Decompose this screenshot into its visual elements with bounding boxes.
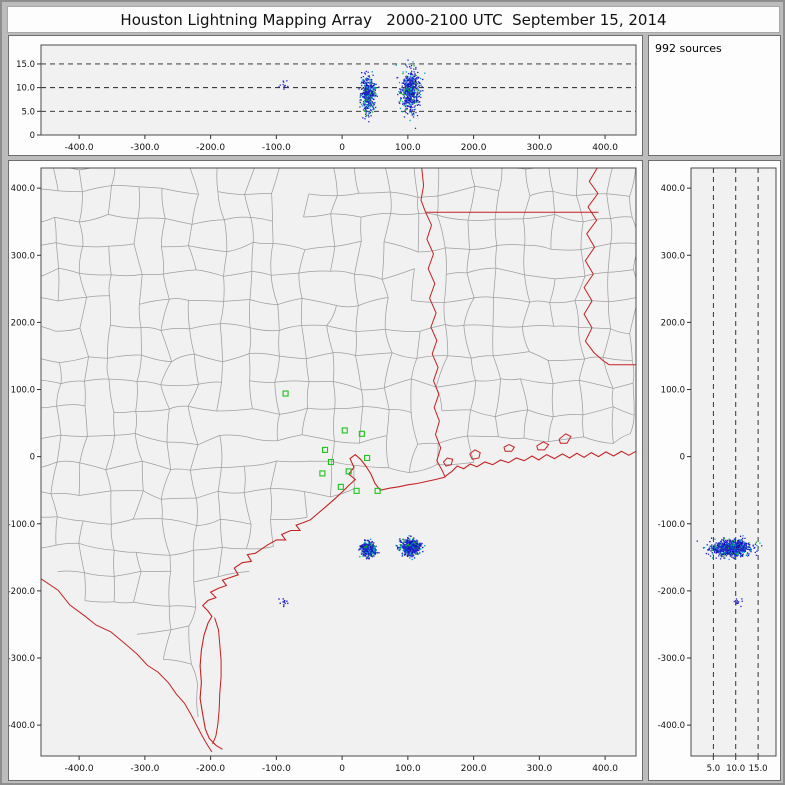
svg-text:-100.0: -100.0: [262, 143, 291, 153]
svg-text:200.0: 200.0: [461, 764, 487, 774]
svg-text:100.0: 100.0: [395, 764, 421, 774]
page-title: Houston Lightning Mapping Array 2000-210…: [120, 10, 667, 29]
svg-text:0: 0: [30, 131, 35, 141]
svg-text:400.0: 400.0: [592, 143, 618, 153]
svg-text:200.0: 200.0: [11, 318, 35, 328]
svg-text:-400.0: -400.0: [658, 721, 685, 731]
svg-text:-300.0: -300.0: [9, 654, 35, 664]
svg-text:-200.0: -200.0: [196, 764, 225, 774]
svg-text:5.0: 5.0: [707, 764, 721, 774]
svg-text:5.0: 5.0: [21, 107, 35, 117]
svg-text:-200.0: -200.0: [196, 143, 225, 153]
svg-text:10.0: 10.0: [726, 764, 745, 774]
svg-text:15.0: 15.0: [749, 764, 768, 774]
svg-text:400.0: 400.0: [11, 184, 35, 194]
svg-text:-100.0: -100.0: [9, 520, 35, 530]
altitude-eastwest-chart: -400.0 -300.0 -200.0 -100.0 0 100.0 200.0 300.0…: [16, 44, 637, 153]
svg-text:-400.0: -400.0: [9, 721, 35, 731]
svg-text:100.0: 100.0: [11, 386, 35, 396]
panel-altitude-eastwest: -400.0 -300.0 -200.0 -100.0 0 100.0 200.0 300.0…: [8, 35, 643, 156]
svg-text:200.0: 200.0: [661, 318, 685, 328]
plan-view-map: -400.0 -300.0 -200.0 -100.0 0 100.0 200.0 300.0…: [9, 167, 637, 774]
svg-text:-100.0: -100.0: [658, 520, 685, 530]
svg-text:0: 0: [680, 453, 685, 463]
svg-text:10.0: 10.0: [16, 84, 35, 94]
svg-text:300.0: 300.0: [526, 143, 552, 153]
svg-text:100.0: 100.0: [395, 143, 421, 153]
svg-text:-400.0: -400.0: [65, 764, 94, 774]
svg-text:-300.0: -300.0: [130, 143, 159, 153]
svg-text:0: 0: [339, 143, 345, 153]
svg-text:-200.0: -200.0: [9, 587, 35, 597]
svg-text:-200.0: -200.0: [658, 587, 685, 597]
svg-text:-300.0: -300.0: [658, 654, 685, 664]
svg-text:300.0: 300.0: [11, 251, 35, 261]
svg-text:200.0: 200.0: [461, 143, 487, 153]
title-bar: Houston Lightning Mapping Array 2000-210…: [7, 6, 780, 33]
svg-text:-400.0: -400.0: [65, 143, 94, 153]
svg-text:0: 0: [30, 453, 35, 463]
panel-source-count: 992 sources: [648, 35, 781, 156]
panel-altitude-northsouth: 5.0 10.0 15.0 400.0 300.0 200.0 100.0 0 -100.0 -2…: [648, 160, 781, 781]
svg-text:300.0: 300.0: [661, 251, 685, 261]
svg-text:0: 0: [339, 764, 345, 774]
source-count-label: 992 sources: [655, 42, 722, 55]
svg-text:15.0: 15.0: [16, 60, 35, 70]
panel-plan-view: -400.0 -300.0 -200.0 -100.0 0 100.0 200.0 300.0…: [8, 160, 643, 781]
svg-text:-300.0: -300.0: [130, 764, 159, 774]
svg-text:400.0: 400.0: [592, 764, 618, 774]
svg-text:-100.0: -100.0: [262, 764, 291, 774]
svg-text:100.0: 100.0: [661, 386, 685, 396]
svg-text:400.0: 400.0: [661, 184, 685, 194]
svg-text:300.0: 300.0: [526, 764, 552, 774]
altitude-northsouth-chart: 5.0 10.0 15.0 400.0 300.0 200.0 100.0 0 -100.0 -2…: [658, 167, 777, 774]
